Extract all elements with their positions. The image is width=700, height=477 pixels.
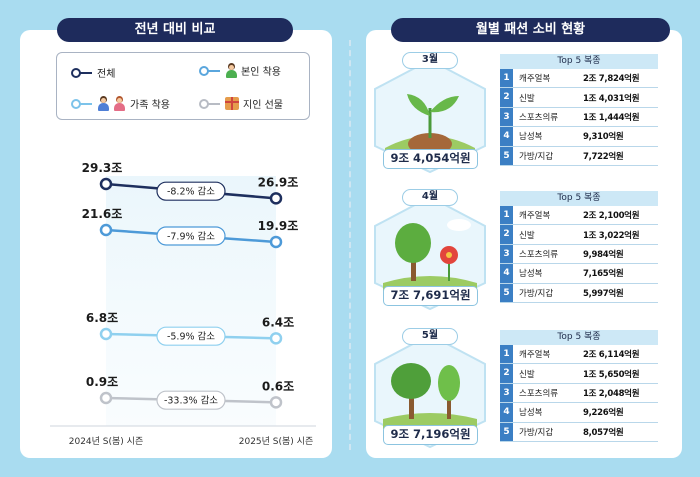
- family-icon: [113, 96, 126, 111]
- table-row: 1 캐주얼복 2조 2,100억원: [500, 206, 658, 226]
- change-label: -8.2% 감소: [167, 186, 215, 198]
- data-point: [269, 396, 283, 409]
- data-label: 21.6조: [82, 207, 123, 221]
- month-label: 5월: [402, 328, 458, 345]
- chart-legend: 전체 본인 착용 가족 착용 지인 선물: [56, 52, 310, 120]
- data-point: [269, 332, 283, 345]
- table-row: 2 신발 1조 5,650억원: [500, 364, 658, 384]
- table-row: 3 스포츠의류 9,984억원: [500, 244, 658, 265]
- table-row: 5 가방/지갑 7,722억원: [500, 146, 658, 166]
- data-point: [99, 177, 113, 191]
- data-label: 19.9조: [258, 219, 299, 233]
- table-row: 3 스포츠의류 1조 2,048억원: [500, 383, 658, 404]
- change-badge: -33.3% 감소: [156, 390, 226, 410]
- table-row: 1 캐주얼복 2조 6,114억원: [500, 345, 658, 365]
- data-point: [99, 327, 113, 341]
- line-circle-icon: [199, 98, 221, 109]
- legend-label: 전체: [97, 69, 116, 80]
- data-label: 6.8조: [86, 311, 118, 325]
- table-row: 2 신발 1조 4,031억원: [500, 88, 658, 108]
- table-row: 3 스포츠의류 1조 1,444억원: [500, 107, 658, 128]
- change-badge: -7.9% 감소: [156, 226, 226, 246]
- change-label: -33.3% 감소: [164, 395, 218, 407]
- legend-label: 본인 착용: [241, 67, 281, 78]
- top5-header: Top 5 복종: [500, 330, 658, 345]
- top5-header: Top 5 복종: [500, 191, 658, 206]
- data-label: 6.4조: [262, 315, 294, 329]
- top5-header: Top 5 복종: [500, 54, 658, 69]
- chart-band: [106, 176, 276, 426]
- legend-label: 지인 선물: [243, 100, 283, 111]
- top5-table: Top 5 복종 1 캐주얼복 2조 7,824억원 2 신발 1조 4,031억원 3…: [500, 54, 658, 166]
- legend-item-total: 전체: [71, 65, 115, 80]
- legend-label: 가족 착용: [130, 100, 170, 111]
- table-row: 1 캐주얼복 2조 7,824억원: [500, 69, 658, 89]
- panel-divider: [349, 40, 351, 450]
- month-total: 7조 7,691억원: [383, 286, 478, 306]
- line-chart: 29.3조 26.9조 -8.2% 감소 21.6조 19.9조 -7.9% 감소 6.8조…: [50, 161, 316, 447]
- change-label: -5.9% 감소: [167, 331, 215, 343]
- gift-icon: [225, 97, 239, 110]
- month-label: 4월: [402, 189, 458, 206]
- data-point: [99, 223, 113, 237]
- month-label: 3월: [402, 52, 458, 69]
- line-circle-icon: [71, 98, 93, 109]
- change-label: -7.9% 감소: [167, 230, 215, 242]
- line-circle-icon: [199, 65, 221, 76]
- person-icon: [225, 63, 238, 78]
- change-badge: -8.2% 감소: [156, 181, 226, 201]
- data-label: 26.9조: [258, 175, 299, 189]
- line-circle-icon: [71, 67, 93, 78]
- change-badge: -5.9% 감소: [156, 326, 226, 346]
- data-point: [269, 235, 283, 249]
- table-row: 4 남성복 7,165억원: [500, 264, 658, 284]
- table-row: 5 가방/지갑 5,997억원: [500, 283, 658, 303]
- family-icon: [97, 96, 110, 111]
- x-tick-label: 2025년 S(봄) 시즌: [239, 436, 313, 447]
- data-point: [99, 391, 113, 405]
- x-tick-label: 2024년 S(봄) 시즌: [69, 436, 143, 447]
- legend-item-self: 본인 착용: [199, 63, 281, 78]
- trees-illustration: [374, 333, 486, 449]
- top5-table: Top 5 복종 1 캐주얼복 2조 2,100억원 2 신발 1조 3,022억원 3…: [500, 191, 658, 303]
- table-row: 5 가방/지갑 8,057억원: [500, 422, 658, 442]
- table-row: 4 남성복 9,226억원: [500, 403, 658, 423]
- legend-item-gift: 지인 선물: [199, 96, 283, 111]
- table-row: 2 신발 1조 3,022억원: [500, 225, 658, 245]
- data-label: 0.6조: [262, 379, 294, 393]
- data-label: 0.9조: [86, 375, 118, 389]
- month-total: 9조 7,196억원: [383, 425, 478, 445]
- monthly-title: 월별 패션 소비 현황: [391, 18, 670, 42]
- data-point: [269, 192, 283, 205]
- table-row: 4 남성복 9,310억원: [500, 127, 658, 147]
- comparison-title: 전년 대비 비교: [57, 18, 293, 42]
- top5-table: Top 5 복종 1 캐주얼복 2조 6,114억원 2 신발 1조 5,650억원 3…: [500, 330, 658, 442]
- legend-item-family: 가족 착용: [71, 96, 170, 111]
- month-total: 9조 4,054억원: [383, 149, 478, 169]
- data-label: 29.3조: [82, 161, 123, 175]
